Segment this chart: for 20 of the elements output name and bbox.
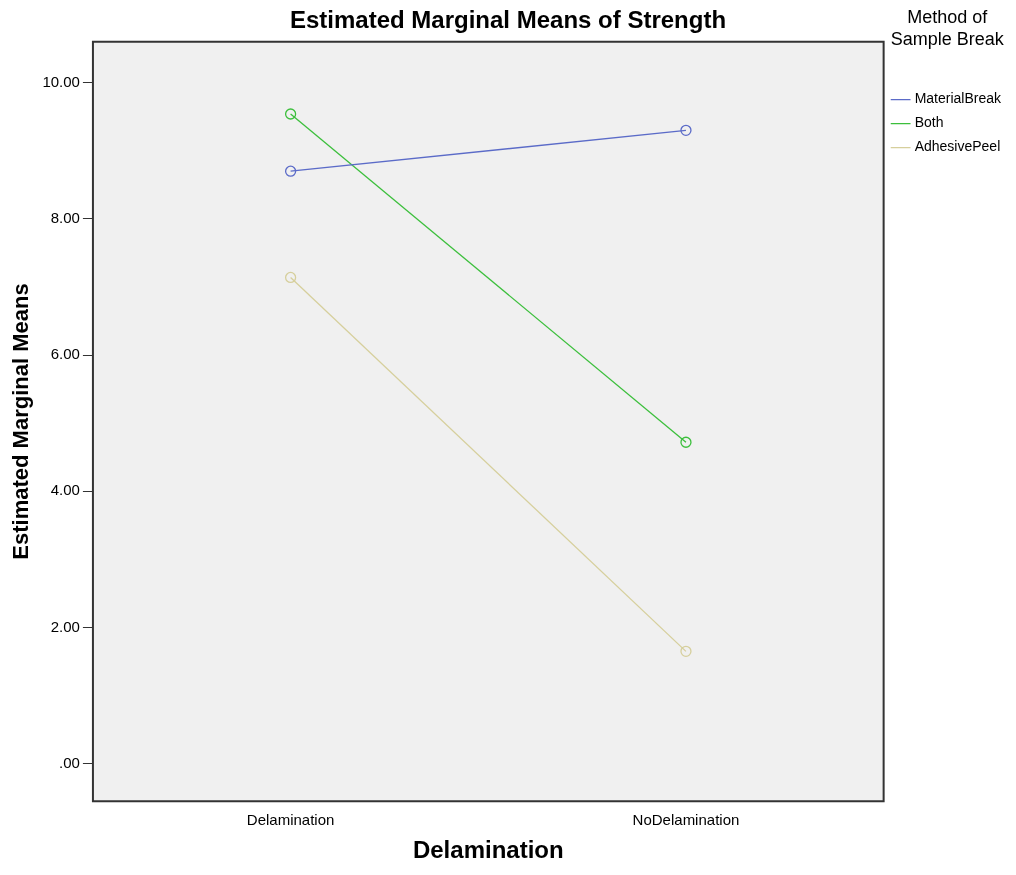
y-axis-title: Estimated Marginal Means: [8, 283, 34, 560]
y-tick-label: 6.00: [50, 345, 80, 363]
point: [284, 271, 297, 284]
point: [284, 165, 297, 177]
y-tick-label: 8.00: [50, 209, 80, 227]
point: [680, 436, 692, 448]
x-axis-title: Delamination: [412, 836, 564, 864]
x-tick-label: NoDelamination: [632, 811, 740, 829]
legend-label: AdhesivePeel: [914, 138, 1001, 155]
point: [680, 124, 692, 136]
point: [284, 108, 297, 120]
y-tick-label: .00: [59, 753, 80, 771]
y-tick-label: 2.00: [50, 617, 80, 635]
legend-label: Both: [914, 114, 944, 131]
y-tick-label: 4.00: [50, 481, 80, 499]
legend-title: Method of Sample Break: [890, 6, 1005, 49]
point: [680, 645, 692, 658]
chart-title: Estimated Marginal Means of Strength: [289, 6, 727, 34]
legend-label: MaterialBreak: [914, 90, 1002, 107]
y-tick-label: 10.00: [42, 72, 80, 90]
